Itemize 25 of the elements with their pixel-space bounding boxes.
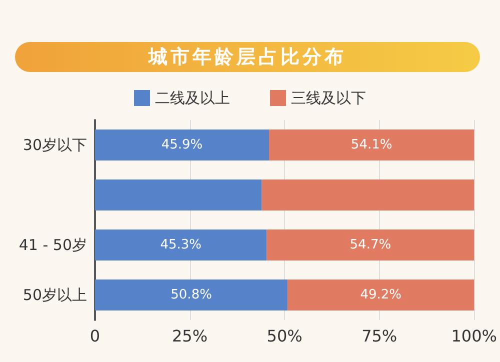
bar <box>95 230 267 260</box>
bar <box>95 180 262 210</box>
x-tick-label: 100% <box>451 326 498 346</box>
x-tick-label: 75% <box>362 326 398 346</box>
bar <box>266 230 474 260</box>
data-label: 50.8% <box>170 288 212 302</box>
bar <box>269 130 474 160</box>
x-tick-label: 50% <box>266 326 302 346</box>
bar <box>95 130 270 160</box>
x-tick-label: 25% <box>172 326 208 346</box>
legend-label: 二线及以上 <box>155 89 230 107</box>
bar <box>95 280 288 310</box>
y-tick-label: 30岁以下 <box>22 136 87 154</box>
chart-title: 城市年龄层占比分布 <box>15 42 480 72</box>
data-label: 45.9% <box>161 138 203 152</box>
data-label: 54.7% <box>350 238 392 252</box>
bar <box>288 280 474 310</box>
bar <box>262 180 474 210</box>
y-tick-label: 41 - 50岁 <box>18 236 87 254</box>
legend-label: 三线及以下 <box>291 89 366 107</box>
x-tick-label: 0 <box>90 326 100 346</box>
y-tick-label: 50岁以上 <box>22 286 87 304</box>
data-label: 45.3% <box>160 238 202 252</box>
data-label: 54.1% <box>350 138 392 152</box>
data-label: 49.2% <box>360 288 402 302</box>
